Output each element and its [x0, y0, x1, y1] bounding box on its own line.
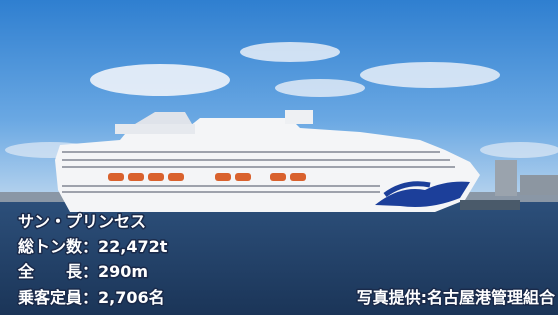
spec-line: 全 長：290m — [17, 262, 148, 281]
caption-layer: サン・プリンセス 総トン数：22,472t 全 長：290m 乗客定員：2,70… — [0, 0, 558, 315]
spec-line: 乗客定員：2,706名 — [18, 288, 165, 307]
ship-name: サン・プリンセス — [18, 212, 146, 231]
photo-credit: 写真提供:名古屋港管理組合 — [357, 288, 556, 307]
spec-line: 総トン数：22,472t — [18, 237, 168, 256]
